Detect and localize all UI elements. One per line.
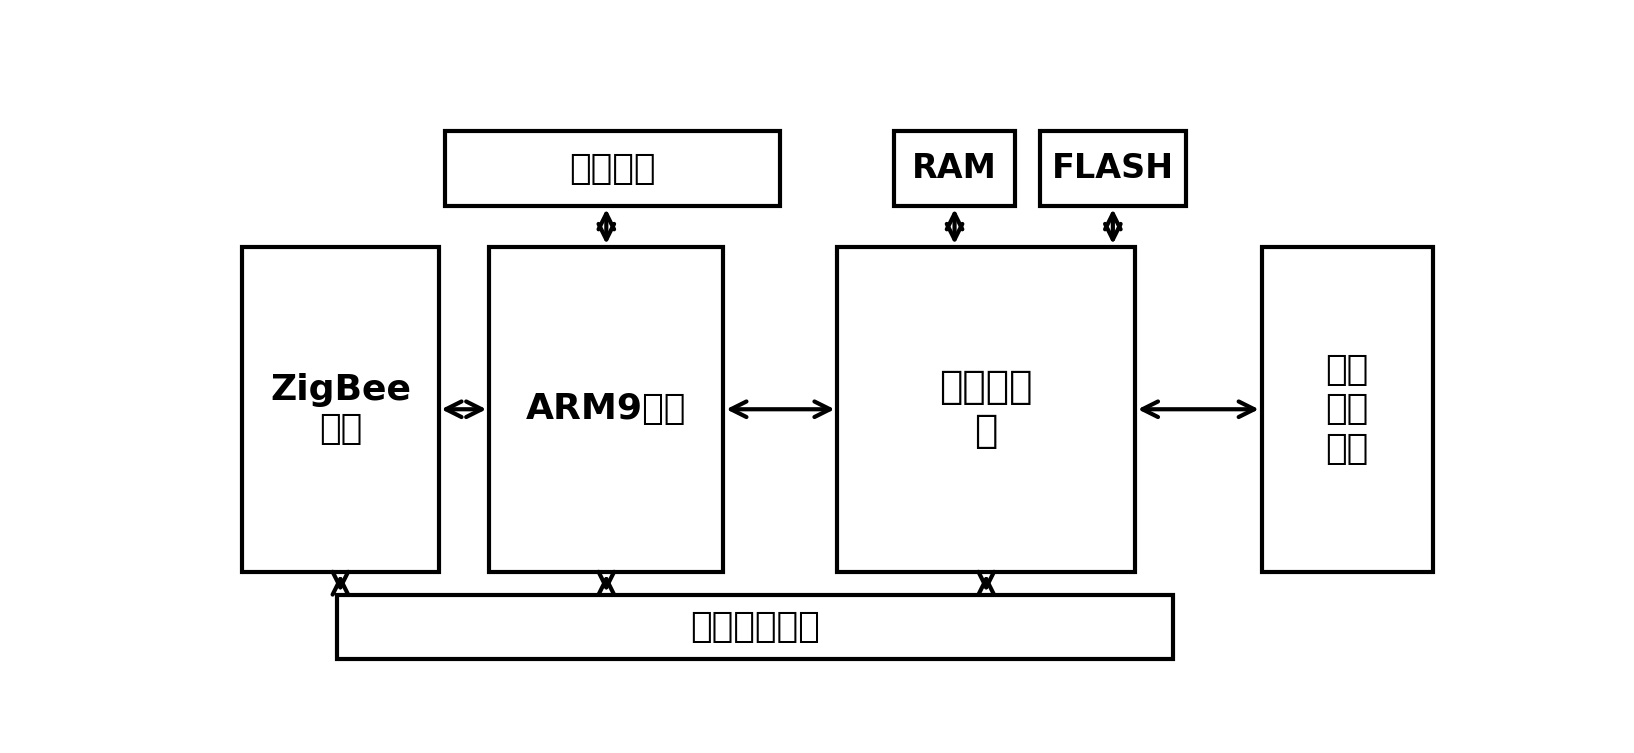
Text: 媒介
访问
单元: 媒介 访问 单元 (1325, 353, 1369, 465)
Text: ZigBee
模块: ZigBee 模块 (270, 373, 410, 446)
Text: 模拟接口: 模拟接口 (569, 151, 655, 186)
Text: 通信控制
器: 通信控制 器 (940, 368, 1033, 450)
Text: FLASH: FLASH (1052, 152, 1173, 185)
Bar (242, 247, 438, 572)
Text: 低压保护模块: 低压保护模块 (690, 610, 820, 644)
Text: RAM: RAM (912, 152, 997, 185)
Bar (444, 131, 781, 206)
Bar (837, 247, 1136, 572)
Bar (337, 595, 1173, 659)
Bar (1261, 247, 1433, 572)
Bar (894, 131, 1015, 206)
Text: ARM9模块: ARM9模块 (526, 392, 686, 426)
Bar (489, 247, 724, 572)
Bar (1041, 131, 1186, 206)
